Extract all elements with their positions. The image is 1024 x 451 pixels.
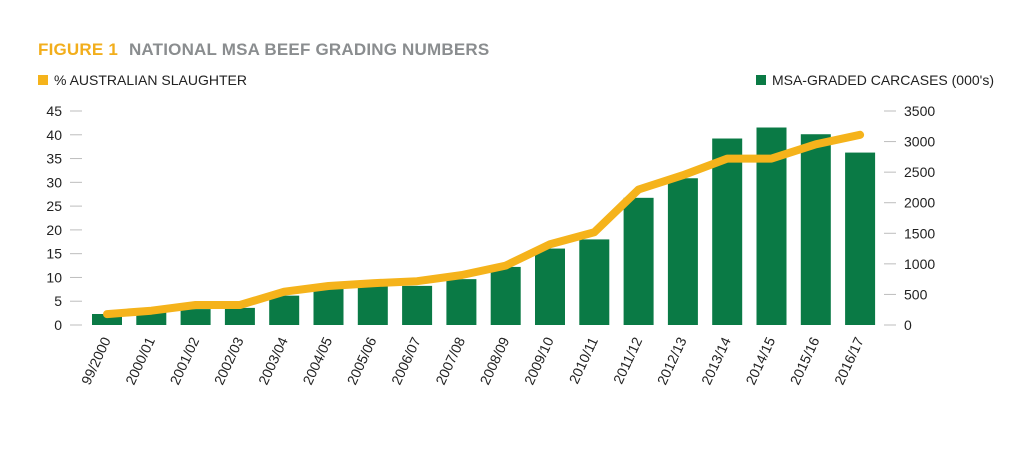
bar-2006/07 [402, 285, 433, 325]
chart-title-text: NATIONAL MSA BEEF GRADING NUMBERS [128, 40, 490, 59]
right-axis-tick-label: 3000 [904, 134, 935, 150]
x-axis-label: 2013/14 [698, 334, 734, 387]
x-axis-label: 2006/07 [388, 334, 424, 387]
x-axis-label: 2015/16 [787, 334, 823, 387]
bar-2007/08 [446, 279, 477, 325]
x-axis-label: 2009/10 [521, 334, 557, 387]
left-axis-tick-label: 15 [46, 246, 62, 262]
left-axis-tick-label: 10 [46, 269, 62, 285]
legend-line: % AUSTRALIAN SLAUGHTER [38, 72, 247, 88]
x-axis-label: 2000/01 [122, 334, 158, 387]
x-axis-label: 2004/05 [299, 334, 335, 387]
legend-line-label: % AUSTRALIAN SLAUGHTER [54, 72, 247, 88]
bar-99/2000 [92, 313, 122, 325]
x-axis-label: 2008/09 [477, 334, 513, 387]
x-axis-label: 2014/15 [742, 334, 778, 387]
legend-bar-swatch [755, 75, 766, 85]
figure-number: FIGURE 1 [38, 40, 119, 59]
bar-2003/04 [269, 295, 300, 325]
bar-2011/12 [623, 197, 654, 325]
x-axis-label: 2016/17 [831, 334, 867, 387]
bar-2002/03 [224, 307, 255, 325]
right-axis-tick-label: 2500 [904, 164, 935, 180]
x-axis-label: 2011/12 [610, 334, 646, 386]
left-axis-tick-label: 30 [46, 174, 62, 190]
right-axis-tick-label: 0 [904, 317, 912, 333]
right-axis-tick-label: 2000 [904, 195, 935, 211]
left-axis-tick-label: 20 [46, 222, 62, 238]
x-axis-label: 2005/06 [344, 334, 380, 387]
bar-2012/13 [667, 178, 698, 325]
x-axis-label: 2001/02 [166, 334, 202, 387]
left-axis-tick-label: 0 [54, 317, 62, 333]
x-axis-label: 2002/03 [211, 334, 247, 387]
left-axis-tick-label: 5 [54, 293, 62, 309]
legend-line-swatch [38, 75, 48, 85]
right-axis-tick-label: 500 [904, 286, 928, 302]
legend-bar-label: MSA-GRADED CARCASES (000's) [771, 72, 994, 88]
left-axis-tick-label: 40 [46, 127, 62, 143]
left-axis-tick-label: 25 [46, 198, 62, 214]
left-axis-tick-label: 45 [46, 103, 62, 119]
x-axis-label: 2003/04 [255, 334, 291, 387]
bar-2005/06 [357, 286, 388, 325]
left-axis-tick-label: 35 [46, 151, 62, 167]
bar-2015/16 [800, 134, 831, 325]
slaughter-percentage-line [103, 130, 865, 319]
legend-bar: MSA-GRADED CARCASES (000's) [755, 72, 994, 88]
x-axis-label: 2010/11 [566, 334, 602, 386]
bar-2001/02 [180, 309, 211, 325]
bar-2013/14 [712, 138, 743, 325]
x-axis-label: 2007/08 [432, 334, 468, 387]
right-axis-tick-label: 3500 [904, 103, 935, 119]
bar-2000/01 [136, 312, 167, 325]
x-axis-label: 99/2000 [78, 334, 114, 387]
bar-2016/17 [845, 152, 876, 325]
chart-title: FIGURE 1 NATIONAL MSA BEEF GRADING NUMBE… [38, 40, 489, 60]
bar-2009/10 [535, 248, 565, 325]
bar-2008/09 [490, 266, 521, 325]
right-axis-tick-label: 1000 [904, 256, 935, 272]
right-axis-tick-label: 1500 [904, 225, 935, 241]
bar-2010/11 [579, 239, 610, 325]
bar-2004/05 [313, 288, 344, 325]
x-axis-label: 2012/13 [654, 334, 690, 387]
